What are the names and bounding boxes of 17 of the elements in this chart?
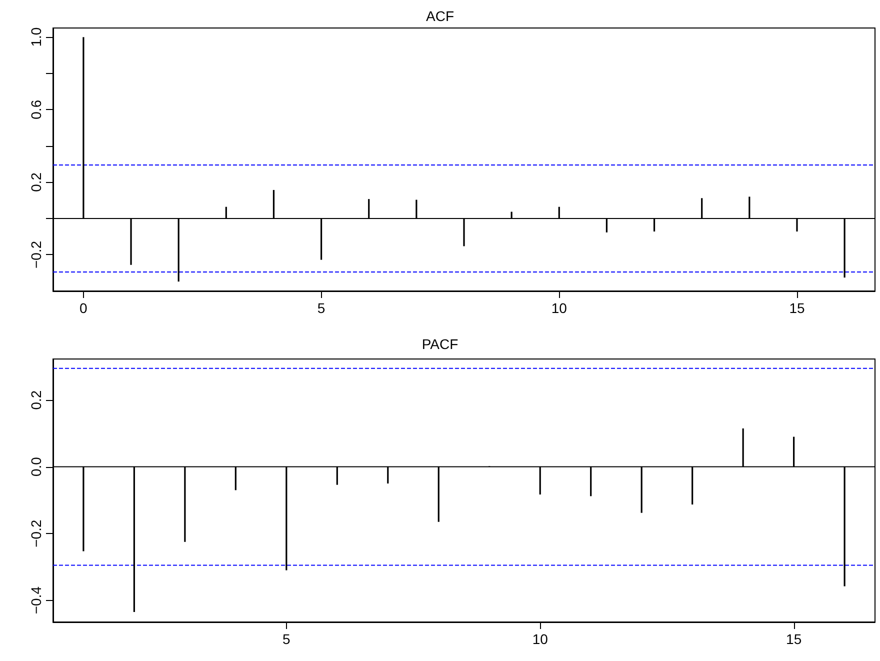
y-tick-label: −0.4 [28, 586, 44, 614]
chart-title: ACF [426, 8, 454, 24]
y-tick-label: 1.0 [28, 27, 44, 47]
chart-title: PACF [422, 336, 458, 352]
x-tick-label: 5 [317, 300, 326, 316]
y-tick-label: −0.2 [28, 240, 44, 269]
y-tick-label: 0.2 [28, 390, 44, 410]
y-tick-label: 0.6 [28, 100, 44, 120]
y-tick-label: −0.2 [28, 520, 44, 548]
x-tick-label: 15 [789, 300, 805, 316]
x-tick-label: 15 [786, 631, 802, 647]
y-tick-label: 0.0 [28, 456, 44, 477]
x-tick-label: 10 [532, 631, 548, 647]
y-tick-label: 0.2 [28, 172, 44, 192]
x-tick-label: 0 [80, 300, 88, 316]
x-tick-label: 10 [551, 300, 568, 316]
x-tick-label: 5 [282, 631, 291, 647]
